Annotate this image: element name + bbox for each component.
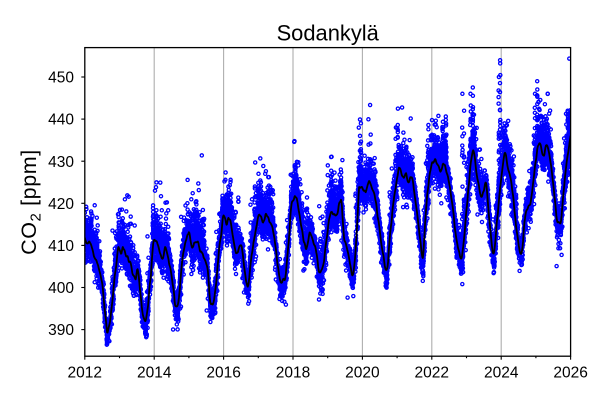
svg-text:CO2 [ppm]: CO2 [ppm]	[17, 149, 44, 255]
svg-text:420: 420	[48, 196, 74, 213]
svg-text:440: 440	[48, 112, 74, 129]
svg-text:2012: 2012	[68, 365, 102, 382]
svg-text:2024: 2024	[484, 365, 519, 382]
svg-text:2026: 2026	[553, 365, 587, 382]
svg-text:400: 400	[48, 280, 74, 297]
svg-text:2016: 2016	[206, 365, 240, 382]
svg-text:390: 390	[48, 322, 74, 339]
svg-text:2022: 2022	[415, 365, 449, 382]
svg-text:2018: 2018	[276, 365, 310, 382]
svg-text:450: 450	[48, 70, 74, 87]
svg-text:2014: 2014	[137, 365, 172, 382]
svg-text:410: 410	[48, 238, 74, 255]
svg-text:Sodankylä: Sodankylä	[277, 20, 380, 45]
svg-text:2020: 2020	[345, 365, 380, 382]
svg-text:430: 430	[48, 154, 74, 171]
